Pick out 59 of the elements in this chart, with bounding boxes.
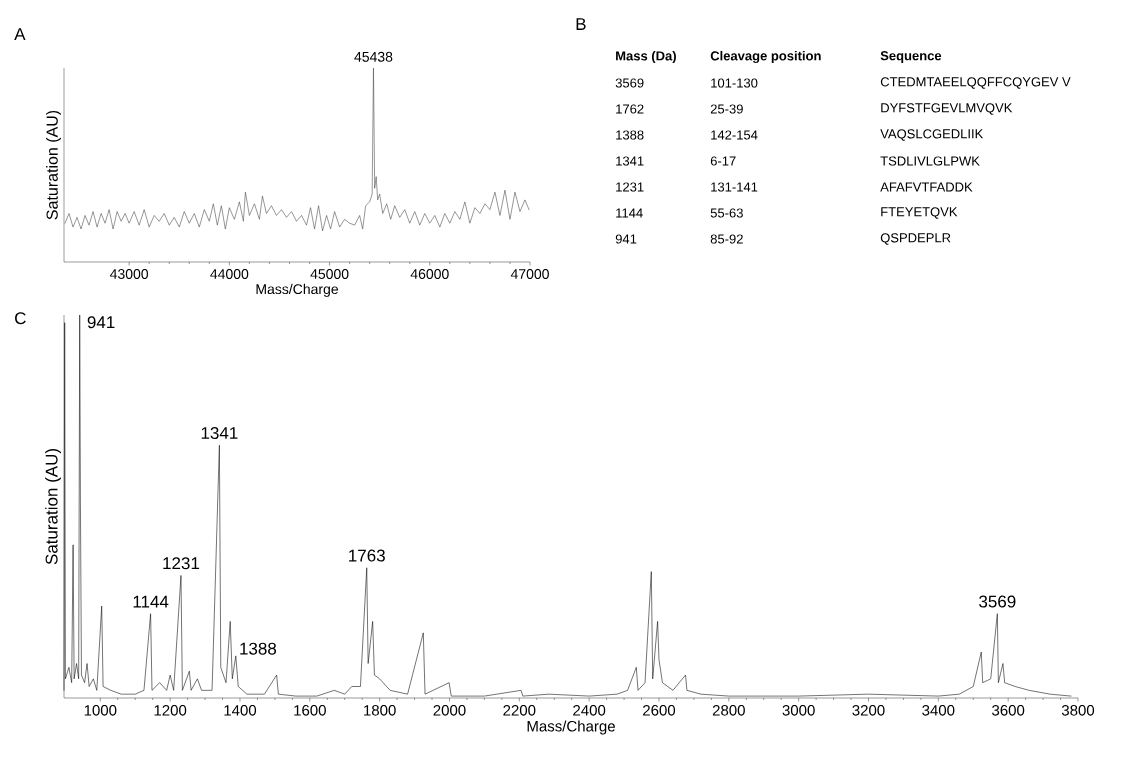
text: B — [576, 18, 586, 30]
text: 1144 — [616, 208, 643, 218]
text: FTEYETQVK — [881, 207, 958, 219]
text: 1388 — [616, 130, 644, 140]
text: VAQSLCGEDLIIK — [880, 129, 984, 141]
text: 1762 — [616, 104, 644, 114]
text: Mass (Da) — [616, 50, 676, 64]
text: 142-154 — [711, 130, 758, 140]
chart-title: C — [15, 312, 26, 325]
x-tick-label: 2600 — [643, 705, 676, 716]
x-tick-label: 2800 — [712, 705, 745, 716]
text: 101-130 — [711, 78, 758, 88]
text: 3569 — [615, 78, 644, 88]
x-tick-label: 47000 — [510, 269, 549, 279]
x-axis-title: Mass/Charge — [527, 720, 615, 735]
text: 1341 — [616, 156, 644, 166]
x-tick-label: 46000 — [410, 269, 449, 279]
x-tick-label: 44000 — [210, 269, 249, 279]
x-tick-label: 1000 — [84, 705, 117, 716]
text: QSPDEPLR — [880, 233, 951, 245]
x-tick-label: 1800 — [364, 705, 396, 716]
x-tick-label: 3400 — [922, 705, 955, 716]
x-tick-label: 45000 — [310, 269, 349, 279]
x-tick-label: 3600 — [992, 705, 1025, 716]
annotation: 1231 — [163, 557, 200, 570]
annotation: 1763 — [349, 549, 385, 562]
text: DYFSTFGEVLMVQVK — [881, 103, 1013, 115]
x-tick-label: 1400 — [224, 705, 257, 716]
annotation: 941 — [87, 316, 115, 329]
text: 55-63 — [710, 208, 743, 218]
x-tick-label: 2400 — [573, 705, 606, 716]
text: 85-92 — [710, 234, 743, 244]
text: 1231 — [616, 182, 644, 192]
chart-title: A — [14, 28, 26, 40]
x-tick-label: 2200 — [503, 705, 536, 716]
annotation: 45438 — [354, 51, 393, 62]
text: TSDLIVLGLPWK — [880, 156, 980, 166]
text: 941 — [615, 234, 637, 244]
y-axis-title: Saturation (AU) — [46, 110, 61, 220]
x-tick-label: 3800 — [1061, 705, 1095, 716]
x-tick-label: 1600 — [294, 705, 326, 716]
text: Sequence — [880, 51, 942, 63]
text: AFAFVTFADDK — [880, 182, 973, 192]
text: 25-39 — [710, 104, 743, 114]
x-tick-label: 3000 — [782, 705, 815, 716]
x-tick-label: 43000 — [109, 269, 149, 279]
annotation: 1388 — [240, 642, 277, 655]
y-axis-title: Saturation (AU) — [45, 449, 61, 565]
text: CTEDMTAEELQQFFCQYGEV V — [880, 77, 1071, 89]
x-tick-label: 3200 — [852, 705, 885, 716]
text: 131-141 — [711, 182, 758, 192]
x-axis-title: Mass/Charge — [256, 283, 339, 297]
x-tick-label: 2000 — [433, 705, 466, 716]
annotation: 1144 — [133, 595, 169, 608]
text: 6-17 — [710, 156, 736, 166]
annotation: 3569 — [979, 595, 1016, 608]
annotation: 1341 — [201, 426, 238, 440]
x-tick-label: 1200 — [154, 705, 187, 716]
text: Cleavage position — [710, 50, 821, 64]
